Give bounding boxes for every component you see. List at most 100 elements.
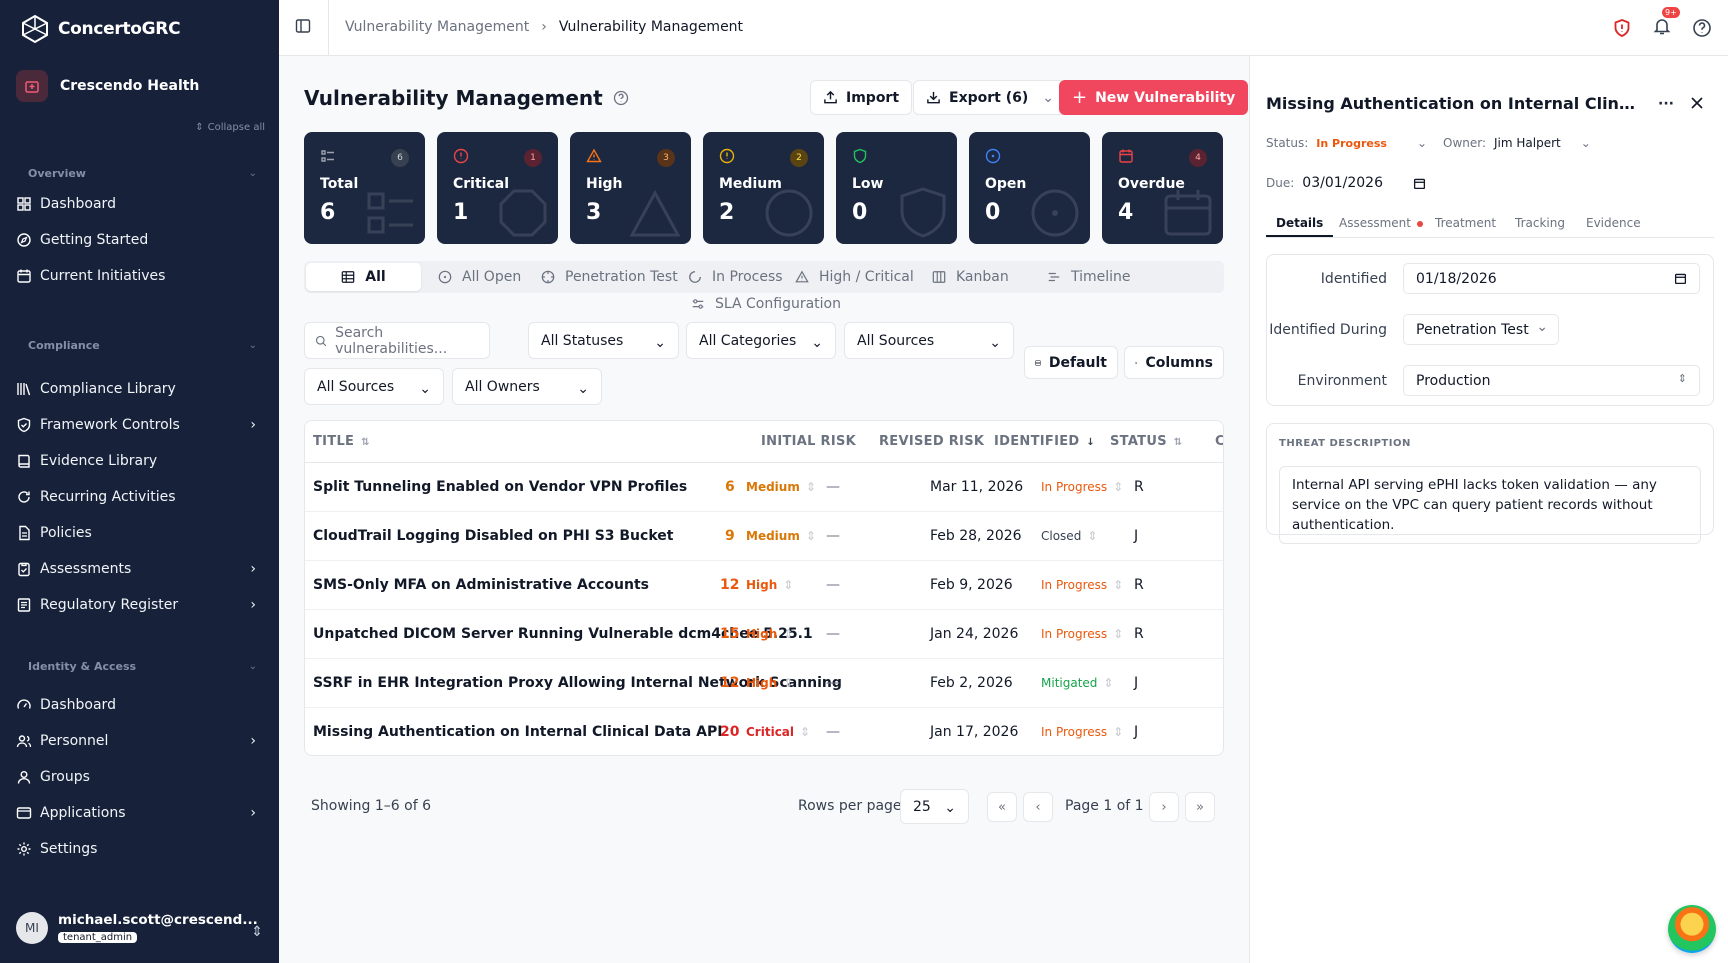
nav-getting-started[interactable]: Getting Started <box>16 224 266 256</box>
new-vulnerability-button[interactable]: + New Vulnerability <box>1059 80 1249 115</box>
stat-card-total[interactable]: 6 Total 6 <box>304 132 425 244</box>
nav-regulatory-register[interactable]: Regulatory Register › <box>16 589 266 621</box>
notifications-button[interactable]: 9+ <box>1652 7 1680 40</box>
nav-current-initiatives[interactable]: Current Initiatives <box>16 260 266 292</box>
nav-ia-dashboard[interactable]: Dashboard <box>16 689 266 721</box>
table-row[interactable]: CloudTrail Logging Disabled on PHI S3 Bu… <box>305 512 1223 561</box>
more-icon[interactable]: ··· <box>1658 96 1674 112</box>
table-row[interactable]: Split Tunneling Enabled on Vendor VPN Pr… <box>305 463 1223 512</box>
status-select[interactable]: In Progress ⇕ <box>1041 627 1123 641</box>
identified-date-input[interactable]: 01/18/2026 <box>1403 263 1700 294</box>
nav-recurring-activities[interactable]: Recurring Activities <box>16 481 266 513</box>
source-filter[interactable]: All Sources ⌄ <box>844 322 1014 359</box>
chevron-down-icon[interactable]: ⌄ <box>248 661 257 672</box>
help-circle-icon[interactable] <box>613 90 629 106</box>
due-date-input[interactable]: 03/01/2026 <box>1302 175 1426 191</box>
default-view-button[interactable]: Default <box>1024 346 1118 379</box>
prev-page-button[interactable]: ‹ <box>1023 792 1053 822</box>
risk-level-select[interactable]: Critical ⇕ <box>746 725 810 739</box>
table-row[interactable]: SMS-Only MFA on Administrative Accounts 1… <box>305 561 1223 610</box>
breadcrumb-link[interactable]: Vulnerability Management <box>345 19 530 35</box>
identified-during-select[interactable]: Penetration Test ⌄ <box>1403 314 1559 345</box>
nav-assessments[interactable]: Assessments › <box>16 553 266 585</box>
owner-filter[interactable]: All Owners ⌄ <box>452 368 602 405</box>
section-overview[interactable]: Overview <box>28 167 86 180</box>
nav-dashboard[interactable]: Dashboard <box>16 188 266 220</box>
threat-description-text[interactable]: Internal API serving ePHI lacks token va… <box>1279 466 1701 544</box>
stat-card-open[interactable]: Open 0 <box>969 132 1090 244</box>
org-switcher[interactable]: Crescendo Health <box>16 70 199 102</box>
nav-personnel[interactable]: Personnel › <box>16 725 266 757</box>
nav-evidence-library[interactable]: Evidence Library <box>16 445 266 477</box>
tab-tracking[interactable]: Tracking <box>1515 216 1565 230</box>
risk-level-select[interactable]: High ⇕ <box>746 578 793 592</box>
nav-settings[interactable]: Settings <box>16 833 266 865</box>
stat-card-critical[interactable]: 1 Critical 1 <box>437 132 558 244</box>
status-select[interactable]: In Progress ⌄ <box>1316 136 1427 150</box>
stat-card-medium[interactable]: 2 Medium 2 <box>703 132 824 244</box>
nav-framework-controls[interactable]: Framework Controls › <box>16 409 266 441</box>
help-icon[interactable] <box>1692 18 1712 38</box>
tab-penetration-test[interactable]: Penetration Test <box>541 263 678 291</box>
row-title[interactable]: SMS-Only MFA on Administrative Accounts <box>313 577 650 593</box>
user-menu[interactable]: MI michael.scott@crescend... tenant_admi… <box>16 912 258 944</box>
collapse-all-button[interactable]: ⇕ Collapse all <box>195 122 265 133</box>
column-header-identified[interactable]: IDENTIFIED ↓ <box>994 434 1095 449</box>
status-filter[interactable]: All Statuses ⌄ <box>528 322 679 359</box>
status-select[interactable]: In Progress ⇕ <box>1041 480 1123 494</box>
nav-applications[interactable]: Applications › <box>16 797 266 829</box>
section-compliance[interactable]: Compliance <box>28 339 100 352</box>
next-page-button[interactable]: › <box>1149 792 1179 822</box>
tab-details[interactable]: Details <box>1266 216 1334 237</box>
category-filter[interactable]: All Categories ⌄ <box>686 322 836 359</box>
environment-select[interactable]: Production ⇕ <box>1403 365 1700 396</box>
chevron-down-icon[interactable]: ⌄ <box>248 340 257 351</box>
tab-all[interactable]: All <box>306 263 421 291</box>
risk-level-select[interactable]: High ⇕ <box>746 676 793 690</box>
shield-alert-icon[interactable] <box>1612 18 1632 38</box>
tab-evidence[interactable]: Evidence <box>1586 216 1641 230</box>
tab-in-process[interactable]: In Process <box>688 263 783 291</box>
first-page-button[interactable]: « <box>987 792 1017 822</box>
nav-groups[interactable]: Groups <box>16 761 266 793</box>
section-identity-access[interactable]: Identity & Access <box>28 660 137 673</box>
import-button[interactable]: Import <box>810 80 913 115</box>
assistant-avatar-button[interactable] <box>1668 905 1716 953</box>
tab-all-open[interactable]: All Open <box>438 263 521 291</box>
row-title[interactable]: Unpatched DICOM Server Running Vulnerabl… <box>313 626 813 642</box>
stat-card-overdue[interactable]: 4 Overdue 4 <box>1102 132 1223 244</box>
row-title[interactable]: CloudTrail Logging Disabled on PHI S3 Bu… <box>313 528 674 544</box>
tab-timeline[interactable]: Timeline <box>1047 263 1131 291</box>
column-header-owner[interactable]: C <box>1215 434 1224 449</box>
chevrons-updown-icon[interactable]: ⇕ <box>251 924 263 940</box>
tab-kanban[interactable]: Kanban <box>932 263 1009 291</box>
row-title[interactable]: SSRF in EHR Integration Proxy Allowing I… <box>313 675 842 691</box>
column-header-revised-risk[interactable]: REVISED RISK <box>879 434 985 449</box>
status-select[interactable]: In Progress ⇕ <box>1041 725 1123 739</box>
stat-card-high[interactable]: 3 High 3 <box>570 132 691 244</box>
export-button[interactable]: Export (6) ⌄ <box>913 80 1067 115</box>
row-title[interactable]: Missing Authentication on Internal Clini… <box>313 724 723 740</box>
nav-compliance-library[interactable]: Compliance Library <box>16 373 266 405</box>
brand[interactable]: ConcertoGRC <box>20 14 181 44</box>
columns-button[interactable]: Columns <box>1124 346 1224 379</box>
risk-level-select[interactable]: Medium ⇕ <box>746 480 816 494</box>
search-input[interactable]: Search vulnerabilities... <box>304 322 490 359</box>
tab-assessment[interactable]: Assessment <box>1339 216 1423 230</box>
table-row[interactable]: Unpatched DICOM Server Running Vulnerabl… <box>305 610 1223 659</box>
stat-card-low[interactable]: Low 0 <box>836 132 957 244</box>
tab-high-critical[interactable]: High / Critical <box>795 263 914 291</box>
owner-select[interactable]: Jim Halpert ⌄ <box>1494 136 1591 150</box>
last-page-button[interactable]: » <box>1185 792 1215 822</box>
column-header-initial-risk[interactable]: INITIAL RISK <box>761 434 857 449</box>
status-select[interactable]: In Progress ⇕ <box>1041 578 1123 592</box>
rows-per-page-select[interactable]: 25 ⌄ <box>900 789 969 824</box>
table-row[interactable]: Missing Authentication on Internal Clini… <box>305 708 1223 755</box>
status-select[interactable]: Mitigated ⇕ <box>1041 676 1113 690</box>
tab-treatment[interactable]: Treatment <box>1435 216 1497 230</box>
close-icon[interactable] <box>1690 96 1704 110</box>
table-row[interactable]: SSRF in EHR Integration Proxy Allowing I… <box>305 659 1223 708</box>
column-header-title[interactable]: TITLE ⇅ <box>313 434 370 449</box>
risk-level-select[interactable]: High ⇕ <box>746 627 793 641</box>
status-select[interactable]: Closed ⇕ <box>1041 529 1097 543</box>
